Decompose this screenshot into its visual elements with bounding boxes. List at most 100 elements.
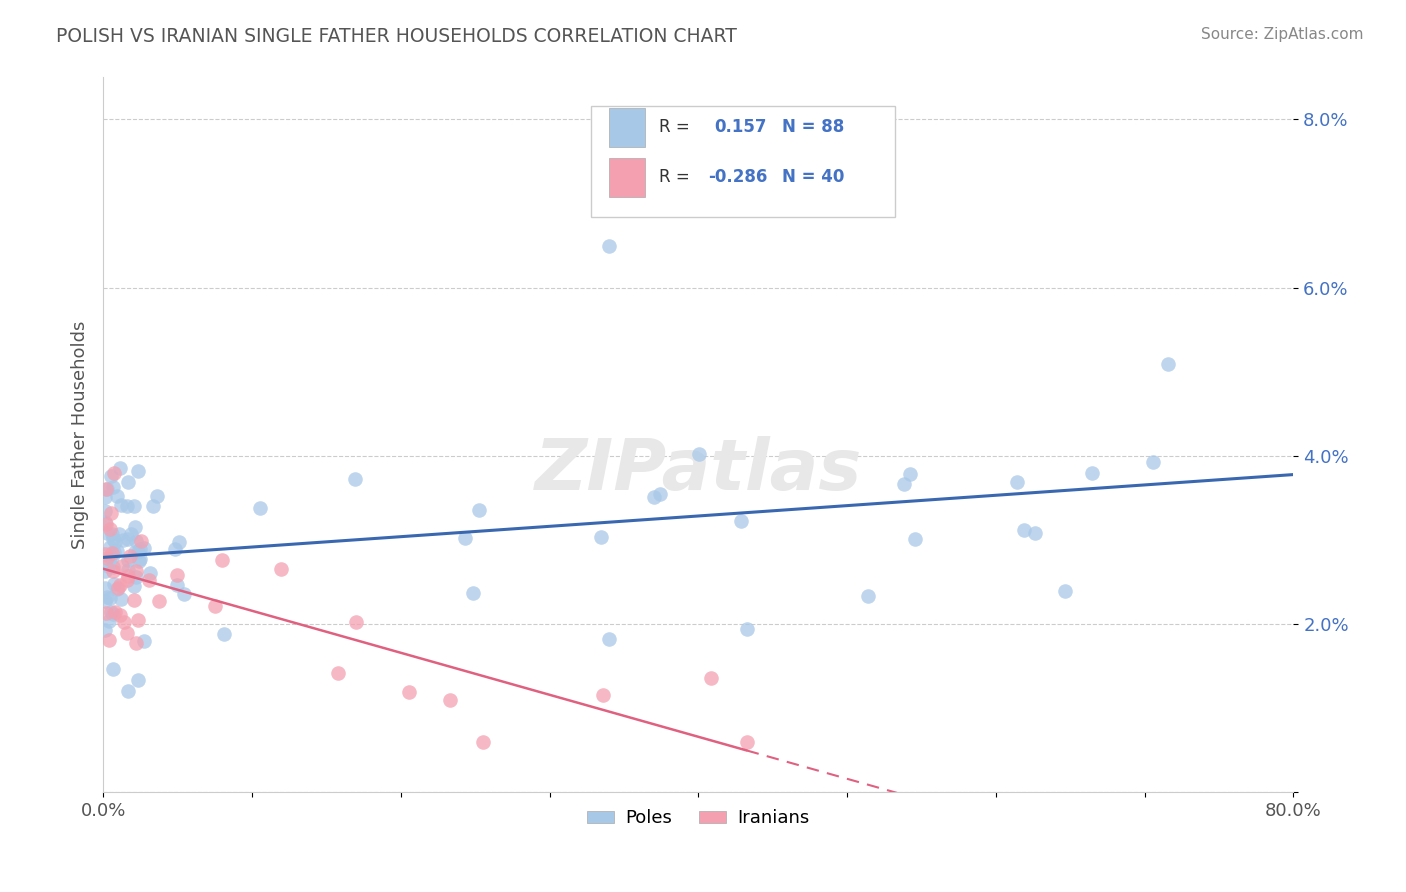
Point bbox=[124, 520, 146, 534]
Point bbox=[120, 527, 142, 541]
Point bbox=[100, 506, 122, 520]
Point bbox=[103, 466, 125, 480]
Point bbox=[124, 545, 146, 559]
Point bbox=[101, 481, 124, 495]
Point bbox=[211, 553, 233, 567]
Point bbox=[117, 475, 139, 489]
Point bbox=[111, 533, 134, 548]
Point bbox=[108, 578, 131, 592]
Point bbox=[117, 569, 139, 583]
Point bbox=[94, 623, 117, 637]
Point bbox=[93, 593, 115, 607]
Point bbox=[129, 533, 152, 548]
Point bbox=[98, 550, 121, 565]
Point bbox=[104, 605, 127, 619]
Point bbox=[893, 476, 915, 491]
Point bbox=[115, 625, 138, 640]
Point bbox=[398, 685, 420, 699]
Point bbox=[118, 549, 141, 563]
Point bbox=[117, 684, 139, 698]
Point bbox=[214, 627, 236, 641]
Point bbox=[107, 527, 129, 541]
Point bbox=[117, 532, 139, 546]
Point bbox=[98, 522, 121, 536]
Point bbox=[96, 526, 118, 541]
Text: POLISH VS IRANIAN SINGLE FATHER HOUSEHOLDS CORRELATION CHART: POLISH VS IRANIAN SINGLE FATHER HOUSEHOL… bbox=[56, 27, 737, 45]
Point bbox=[166, 567, 188, 582]
Point bbox=[591, 530, 613, 544]
Point bbox=[735, 622, 758, 636]
Text: -0.286: -0.286 bbox=[707, 169, 768, 186]
Text: R =: R = bbox=[659, 119, 695, 136]
Point bbox=[471, 734, 494, 748]
Point bbox=[128, 554, 150, 568]
Point bbox=[132, 633, 155, 648]
Point bbox=[127, 673, 149, 688]
Point bbox=[104, 535, 127, 549]
Point bbox=[110, 498, 132, 512]
Point bbox=[468, 503, 491, 517]
Point bbox=[204, 599, 226, 614]
Point bbox=[439, 693, 461, 707]
Text: Source: ZipAtlas.com: Source: ZipAtlas.com bbox=[1201, 27, 1364, 42]
Point bbox=[110, 592, 132, 607]
Point bbox=[148, 594, 170, 608]
Text: 0.157: 0.157 bbox=[714, 119, 766, 136]
Point bbox=[856, 589, 879, 603]
Point bbox=[108, 607, 131, 622]
Text: ZIPatlas: ZIPatlas bbox=[534, 436, 862, 505]
Point bbox=[139, 566, 162, 580]
Point bbox=[344, 471, 367, 485]
Point bbox=[1054, 583, 1077, 598]
Point bbox=[93, 515, 115, 529]
Point bbox=[249, 501, 271, 516]
Point bbox=[129, 541, 152, 556]
Point bbox=[1007, 475, 1029, 489]
Point bbox=[128, 551, 150, 566]
Point bbox=[105, 582, 128, 597]
Point bbox=[117, 553, 139, 567]
Point bbox=[1080, 467, 1102, 481]
Point bbox=[93, 504, 115, 518]
Legend: Poles, Iranians: Poles, Iranians bbox=[581, 802, 817, 834]
Point bbox=[101, 549, 124, 564]
Point bbox=[98, 633, 121, 648]
Point bbox=[598, 238, 620, 252]
Point bbox=[96, 590, 118, 604]
Point bbox=[146, 489, 169, 503]
Point bbox=[166, 578, 188, 592]
Point bbox=[125, 636, 148, 650]
Point bbox=[98, 540, 121, 554]
Point bbox=[98, 591, 121, 606]
Point bbox=[132, 541, 155, 555]
Point bbox=[173, 587, 195, 601]
Point bbox=[94, 483, 117, 497]
Point bbox=[107, 581, 129, 595]
Point bbox=[93, 547, 115, 561]
Point bbox=[127, 545, 149, 559]
Point bbox=[96, 517, 118, 532]
Point bbox=[270, 562, 292, 576]
Y-axis label: Single Father Households: Single Father Households bbox=[72, 320, 89, 549]
Point bbox=[117, 563, 139, 577]
Point bbox=[100, 605, 122, 619]
Point bbox=[165, 542, 187, 557]
Point bbox=[326, 666, 349, 681]
Point bbox=[101, 546, 124, 560]
Point bbox=[96, 482, 118, 496]
Point bbox=[94, 606, 117, 620]
Point bbox=[117, 500, 139, 514]
Point bbox=[127, 465, 149, 479]
Point bbox=[101, 662, 124, 676]
Point bbox=[598, 632, 620, 646]
Point bbox=[112, 615, 135, 630]
Point bbox=[1024, 526, 1046, 541]
Point bbox=[592, 688, 614, 702]
Point bbox=[103, 577, 125, 591]
Point bbox=[105, 544, 128, 558]
Point bbox=[97, 558, 120, 573]
Point bbox=[648, 487, 671, 501]
Point bbox=[103, 564, 125, 578]
Bar bbox=[609, 108, 645, 147]
Point bbox=[688, 447, 710, 461]
